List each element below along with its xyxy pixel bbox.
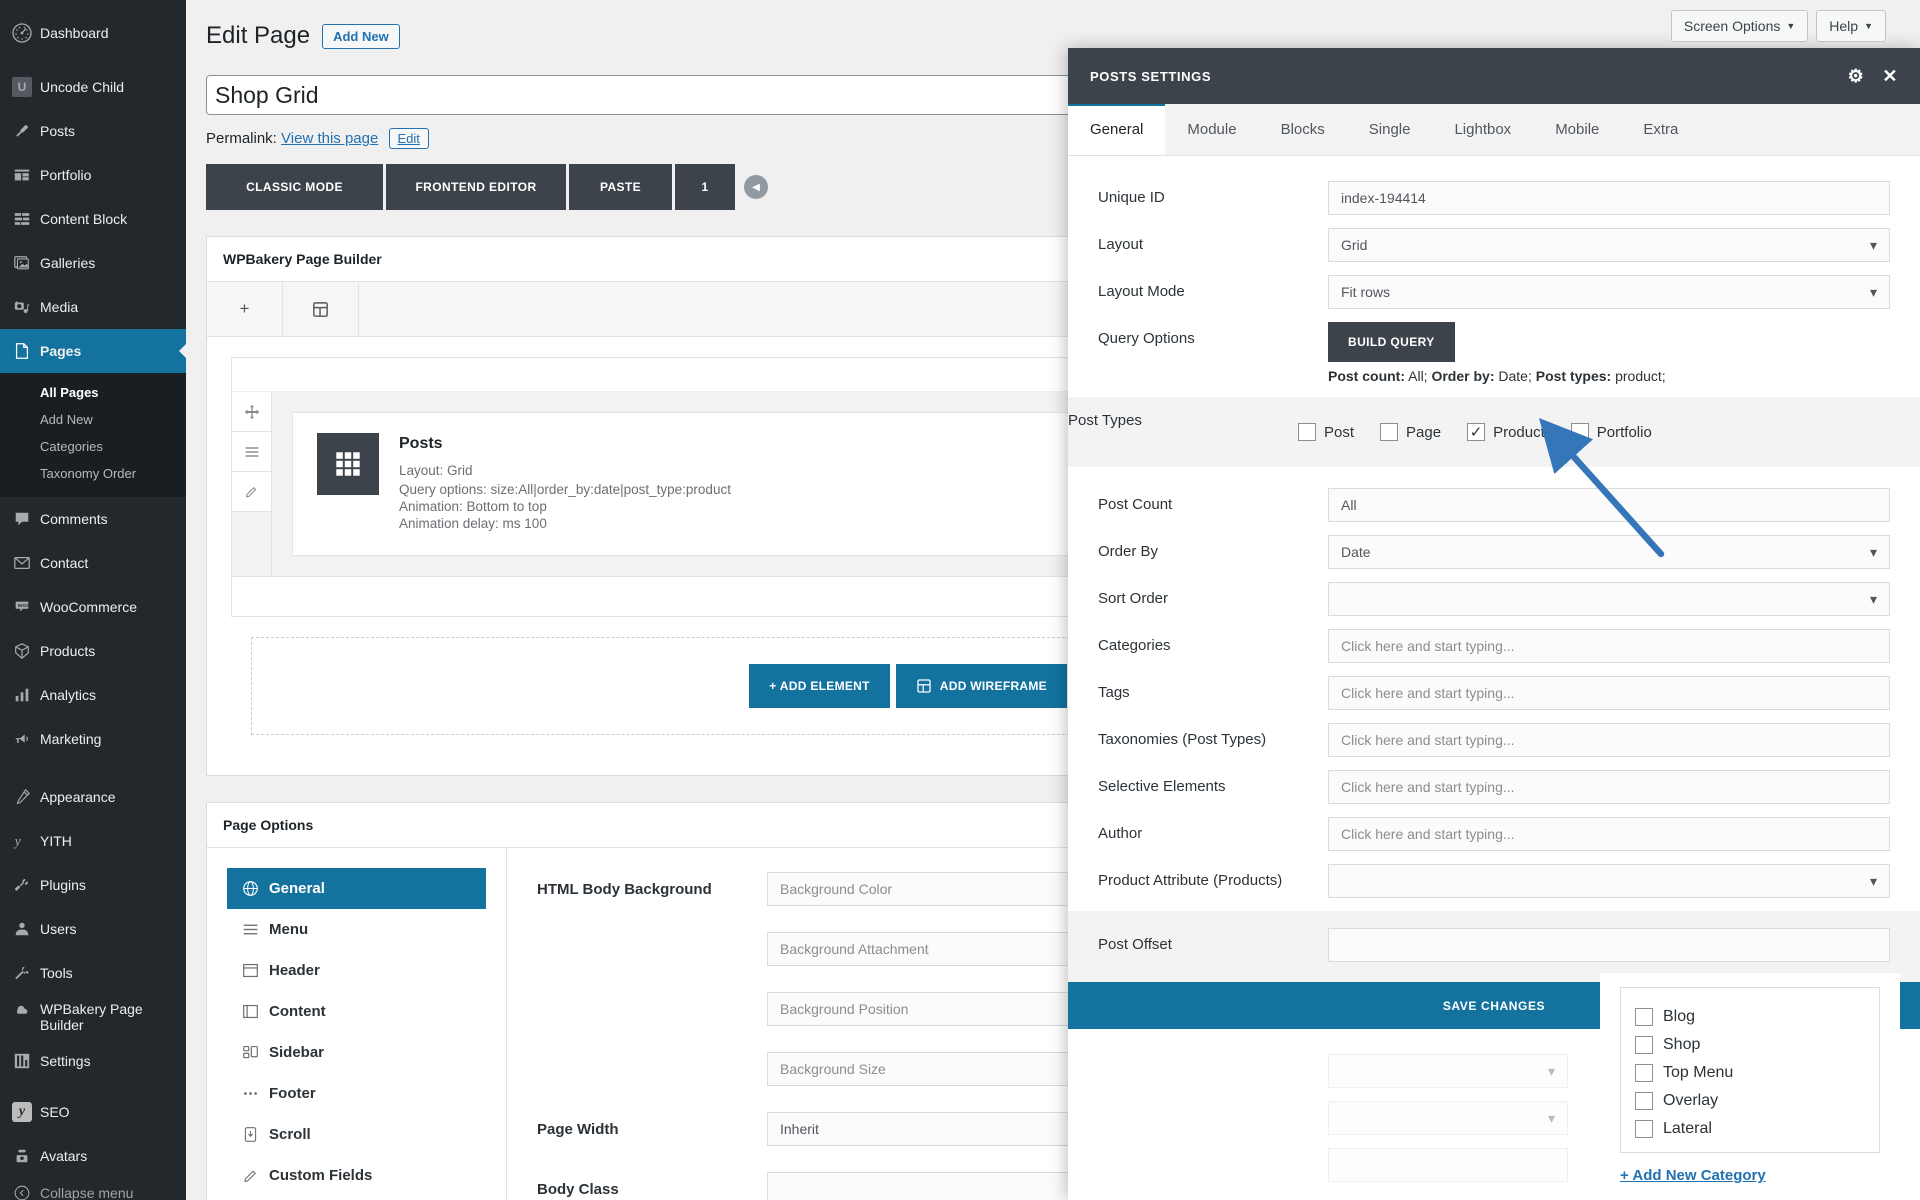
- svg-text:y: y: [13, 834, 21, 849]
- svg-text:WOO: WOO: [18, 603, 31, 609]
